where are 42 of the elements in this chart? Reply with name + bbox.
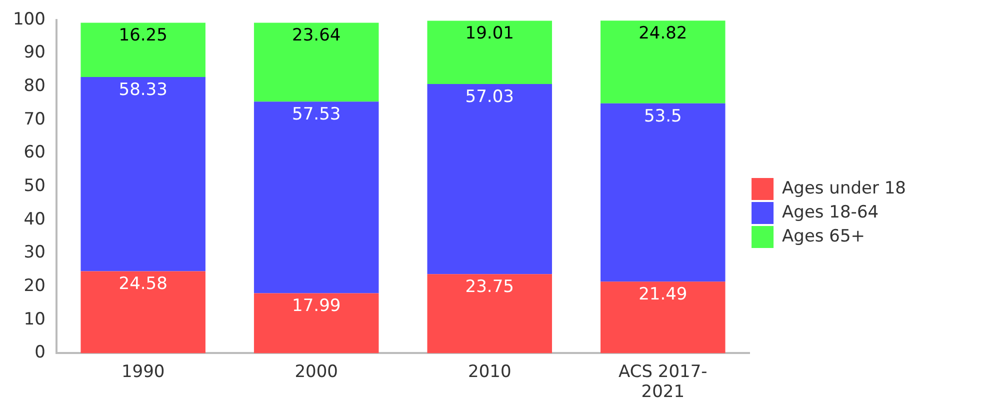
data-label: 17.99 bbox=[292, 296, 341, 316]
legend-label: Ages 18-64 bbox=[782, 202, 879, 222]
y-tick-label: 20 bbox=[24, 276, 46, 296]
y-tick-label: 30 bbox=[24, 242, 46, 263]
data-label: 23.75 bbox=[465, 276, 514, 297]
bar bbox=[254, 102, 379, 294]
data-label: 24.82 bbox=[638, 24, 688, 44]
y-tick-label: 0 bbox=[34, 342, 46, 363]
bar bbox=[600, 20, 726, 104]
bar bbox=[427, 20, 552, 84]
data-label: 24.58 bbox=[118, 274, 168, 294]
data-label: 19.01 bbox=[465, 24, 514, 44]
bar bbox=[254, 22, 379, 102]
bar bbox=[600, 282, 726, 354]
y-tick-label: 40 bbox=[24, 209, 46, 230]
data-label: 21.49 bbox=[638, 284, 688, 305]
y-tick-label: 70 bbox=[24, 109, 46, 130]
bar bbox=[427, 84, 552, 274]
x-tick-label: 2000 bbox=[294, 362, 338, 382]
data-label: 23.64 bbox=[292, 26, 341, 46]
bar bbox=[80, 271, 206, 354]
legend-label: Ages 65+ bbox=[782, 226, 866, 246]
x-tick-label: 2010 bbox=[468, 362, 512, 382]
y-tick-label: 90 bbox=[24, 42, 46, 63]
bar bbox=[80, 76, 206, 272]
bar bbox=[254, 293, 379, 354]
data-label: 16.25 bbox=[118, 26, 168, 46]
legend-label: Ages under 18 bbox=[782, 178, 906, 198]
data-label: 57.03 bbox=[465, 86, 514, 107]
x-tick-label: 1990 bbox=[121, 362, 165, 382]
x-tick-label: ACS 2017-2021 bbox=[618, 362, 708, 402]
y-tick-label: 50 bbox=[24, 176, 46, 196]
y-tick-label: 100 bbox=[12, 9, 46, 30]
data-label: 57.53 bbox=[292, 104, 341, 124]
y-tick-label: 60 bbox=[24, 142, 46, 163]
bar bbox=[427, 274, 552, 354]
y-tick-label: 80 bbox=[24, 76, 46, 96]
data-label: 53.5 bbox=[644, 106, 682, 126]
y-tick-label: 10 bbox=[24, 309, 46, 330]
data-label: 58.33 bbox=[118, 80, 168, 100]
bar bbox=[80, 22, 206, 77]
bar bbox=[600, 103, 726, 282]
